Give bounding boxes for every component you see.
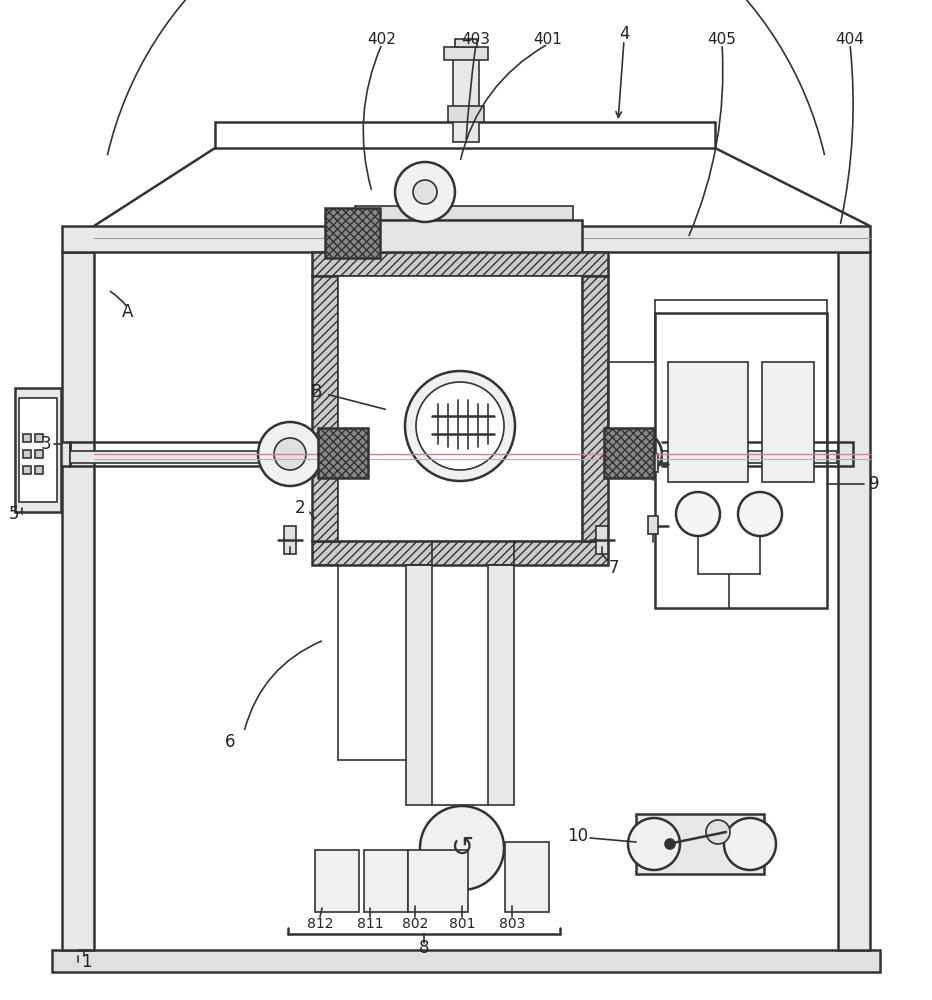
Bar [52, 950, 880, 972]
Circle shape [629, 443, 651, 465]
Circle shape [413, 180, 437, 204]
Text: 4: 4 [619, 25, 629, 43]
Bar [15, 388, 61, 512]
Text: 403: 403 [461, 32, 490, 47]
Circle shape [395, 162, 455, 222]
Text: A: A [122, 303, 133, 321]
Bar [338, 276, 582, 541]
Bar [455, 39, 477, 47]
Bar [662, 451, 837, 463]
Circle shape [628, 818, 680, 870]
Circle shape [416, 382, 504, 470]
Bar [35, 450, 43, 458]
Text: 801: 801 [448, 917, 475, 931]
Text: 401: 401 [533, 32, 562, 47]
Bar [342, 220, 582, 252]
Bar [62, 226, 870, 252]
Text: 812: 812 [307, 917, 334, 931]
Circle shape [420, 806, 504, 890]
Text: 405: 405 [707, 32, 736, 47]
Text: 10: 10 [568, 827, 589, 845]
Bar [62, 252, 94, 950]
Bar [444, 47, 488, 60]
Bar [408, 850, 468, 912]
Bar [648, 454, 658, 472]
Circle shape [724, 818, 776, 870]
Circle shape [274, 438, 306, 470]
Bar [453, 54, 479, 142]
Text: 6: 6 [225, 733, 235, 751]
Text: 404: 404 [836, 32, 865, 47]
Bar [23, 466, 31, 474]
Text: 1: 1 [81, 953, 91, 971]
Bar [636, 814, 764, 874]
Bar [838, 252, 870, 950]
Bar [488, 565, 514, 805]
Text: 8: 8 [418, 939, 430, 957]
Bar [406, 565, 432, 805]
Text: 803: 803 [499, 917, 526, 931]
Text: ↺: ↺ [450, 834, 473, 862]
Bar [838, 442, 853, 466]
Circle shape [405, 371, 515, 481]
Bar [364, 850, 408, 912]
Text: B: B [310, 383, 322, 401]
Bar [23, 434, 31, 442]
Bar [448, 106, 484, 122]
Text: 2: 2 [295, 499, 306, 517]
Bar [648, 516, 658, 534]
Bar [318, 428, 368, 478]
Bar [70, 451, 260, 463]
Circle shape [676, 492, 720, 536]
Circle shape [706, 820, 730, 844]
Text: 3: 3 [41, 435, 51, 453]
Circle shape [665, 839, 675, 849]
Bar [55, 442, 70, 466]
Bar [655, 313, 827, 608]
Bar [312, 252, 608, 276]
Bar [312, 276, 338, 541]
Bar [355, 206, 573, 220]
Text: 802: 802 [402, 917, 428, 931]
Bar [315, 850, 359, 912]
Bar [35, 434, 43, 442]
Bar [505, 842, 549, 912]
Text: 5: 5 [8, 505, 20, 523]
Text: 7: 7 [609, 559, 619, 577]
Bar [596, 526, 608, 554]
Bar [325, 208, 380, 258]
Bar [35, 466, 43, 474]
Text: 402: 402 [367, 32, 396, 47]
Bar [604, 428, 654, 478]
Text: 9: 9 [869, 475, 879, 493]
Bar [762, 362, 814, 482]
Bar [284, 526, 296, 554]
Bar [23, 450, 31, 458]
Bar [668, 362, 748, 482]
Circle shape [618, 432, 662, 476]
Bar [312, 541, 608, 565]
Circle shape [258, 422, 322, 486]
Circle shape [738, 492, 782, 536]
Text: 811: 811 [357, 917, 383, 931]
Bar [582, 276, 608, 541]
Bar [19, 398, 57, 502]
